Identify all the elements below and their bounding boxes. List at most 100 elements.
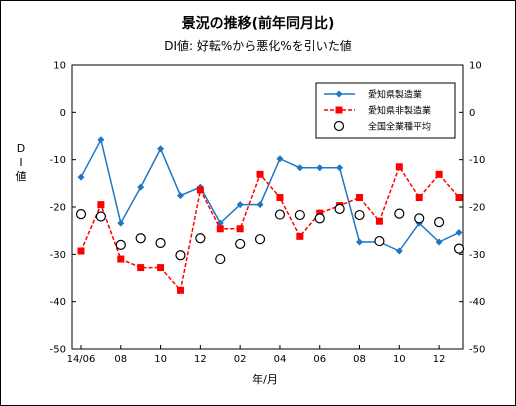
x-tick-label: 10 xyxy=(154,354,167,365)
data-point xyxy=(435,170,443,178)
data-point xyxy=(157,145,165,153)
data-point xyxy=(256,201,264,209)
data-point xyxy=(256,170,264,178)
x-tick-label: 08 xyxy=(353,354,366,365)
data-point xyxy=(354,209,365,221)
data-point xyxy=(75,209,87,220)
data-point xyxy=(455,229,463,237)
data-point xyxy=(235,238,246,250)
legend-label: 愛知県非製造業 xyxy=(368,105,431,117)
x-tick-label: 02 xyxy=(234,354,247,365)
data-point xyxy=(415,194,423,202)
x-tick-label: 14/06 xyxy=(67,354,96,365)
data-point xyxy=(375,217,383,225)
y-tick-label-left: 0 xyxy=(60,108,66,119)
legend-label: 全国全業種平均 xyxy=(368,121,431,133)
y-tick-label-left: 10 xyxy=(53,61,66,72)
data-point xyxy=(254,234,266,245)
series-group xyxy=(75,136,465,294)
chart-subtitle: DI値: 好転%から悪化%を引いた値 xyxy=(164,38,351,53)
data-point xyxy=(97,201,105,209)
data-point xyxy=(97,136,105,144)
data-point xyxy=(176,192,184,200)
data-point xyxy=(294,209,305,221)
y-tick-label-left: -30 xyxy=(50,250,66,261)
series-2 xyxy=(77,163,463,294)
data-point xyxy=(117,219,125,227)
data-point xyxy=(316,164,324,172)
data-point xyxy=(374,235,385,247)
y-tick-label-left: -20 xyxy=(50,203,66,214)
data-point xyxy=(356,238,364,246)
data-point xyxy=(296,164,304,172)
y-tick-label-right: -20 xyxy=(469,203,485,214)
data-point xyxy=(95,211,106,222)
data-point xyxy=(336,164,344,172)
data-point xyxy=(314,213,325,224)
y-axis-label: DI値 xyxy=(16,142,27,183)
data-point xyxy=(276,194,284,202)
data-point xyxy=(334,203,345,214)
data-point xyxy=(453,243,465,254)
x-tick-label: 12 xyxy=(433,354,446,365)
data-point xyxy=(77,173,85,181)
data-point xyxy=(195,233,206,244)
legend-marker xyxy=(333,120,345,132)
legend-item: 全国全業種平均 xyxy=(333,120,431,133)
data-point xyxy=(135,233,146,244)
y-tick-label-right: -30 xyxy=(469,250,485,261)
data-point xyxy=(434,217,445,228)
x-tick-label: 08 xyxy=(114,354,127,365)
data-point xyxy=(394,208,405,219)
x-axis: 14/06 08 10 12 02 04 06 08 10 12 xyxy=(67,345,446,365)
data-point xyxy=(137,264,145,272)
y-axis-label-char: 値 xyxy=(16,170,27,183)
data-point xyxy=(117,255,125,263)
series-3 xyxy=(75,203,465,265)
y-tick-label-right: -50 xyxy=(469,345,485,356)
y-tick-label-right: 0 xyxy=(469,108,475,119)
legend-item: 愛知県製造業 xyxy=(324,89,422,101)
data-point xyxy=(236,225,244,233)
data-point xyxy=(137,183,145,191)
data-point xyxy=(274,209,286,220)
x-tick-label: 04 xyxy=(274,354,287,365)
data-point xyxy=(395,163,403,171)
y-tick-label-left: -10 xyxy=(50,155,66,166)
data-point xyxy=(215,253,226,265)
data-point xyxy=(455,194,463,202)
series-line xyxy=(80,137,460,252)
legend-label: 愛知県製造業 xyxy=(368,89,422,101)
chart-title: 景況の推移(前年同月比) xyxy=(182,15,335,32)
data-point xyxy=(236,201,244,209)
y-tick-label-right: 10 xyxy=(469,61,482,72)
data-point xyxy=(435,238,443,246)
x-tick-label: 10 xyxy=(393,354,406,365)
x-tick-label: 06 xyxy=(313,354,326,365)
y-axis-label-char: D xyxy=(17,142,25,155)
data-point xyxy=(395,247,403,255)
y-tick-label-left: -40 xyxy=(50,297,66,308)
x-axis-label: 年/月 xyxy=(252,372,278,386)
y-axis-label-char: I xyxy=(19,156,22,169)
data-point xyxy=(414,213,425,224)
data-point xyxy=(157,264,165,272)
data-point xyxy=(196,186,204,194)
data-point xyxy=(115,239,126,250)
x-tick-label: 12 xyxy=(194,354,207,365)
y-tick-label-right: -10 xyxy=(469,155,485,166)
data-point xyxy=(155,237,166,249)
data-point xyxy=(176,286,184,294)
y-tick-label-left: -50 xyxy=(50,345,66,356)
legend-marker xyxy=(335,106,343,114)
data-point xyxy=(296,232,304,240)
series-1 xyxy=(77,136,463,255)
legend-item: 愛知県非製造業 xyxy=(324,105,431,117)
legend-marker xyxy=(335,90,343,98)
data-point xyxy=(316,209,324,217)
data-point xyxy=(276,155,284,163)
data-point xyxy=(216,225,224,233)
